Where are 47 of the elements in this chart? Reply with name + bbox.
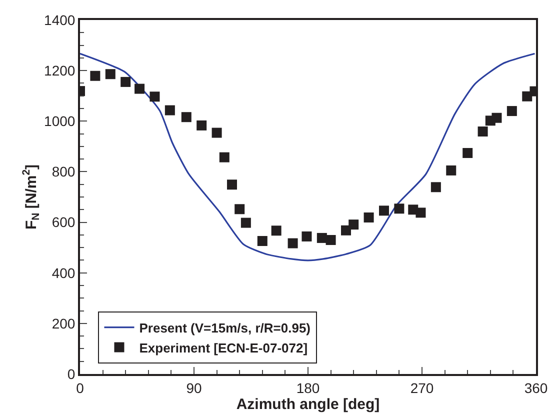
point: [394, 204, 404, 214]
point: [240, 218, 251, 228]
point: [416, 208, 426, 218]
legend-label: Present (V=15m/s, r/R=0.95): [139, 320, 311, 336]
point: [234, 204, 245, 214]
point: [196, 120, 207, 130]
point: [316, 232, 327, 243]
point: [212, 128, 222, 138]
point: [478, 126, 488, 137]
x-tick-label: 360: [524, 380, 548, 396]
y-tick-label: 200: [52, 315, 76, 332]
point: [348, 220, 359, 230]
point: [379, 206, 389, 216]
x-axis-title: Azimuth angle [deg]: [236, 396, 380, 413]
y-tick-label: 800: [52, 164, 76, 180]
point: [430, 182, 441, 192]
point: [164, 105, 175, 116]
x-tick-label: 180: [296, 380, 320, 396]
point: [341, 225, 351, 236]
y-tick-label: 1400: [44, 12, 76, 28]
y-tick-label: 0: [67, 366, 76, 382]
point: [288, 238, 298, 248]
point: [302, 231, 312, 242]
line-series: [80, 52, 536, 262]
point: [90, 70, 100, 81]
point: [257, 236, 268, 246]
x-tick-label: 90: [186, 380, 202, 396]
point: [446, 165, 456, 176]
point: [506, 106, 517, 116]
y-tick-label: 400: [52, 264, 76, 281]
point: [492, 112, 502, 123]
point: [271, 226, 282, 236]
y-tick-label: 1000: [44, 113, 76, 130]
x-tick-label: 270: [410, 380, 434, 396]
point: [364, 212, 374, 222]
y-tick-label: 600: [52, 214, 76, 230]
point: [120, 76, 131, 87]
point: [134, 84, 145, 94]
point: [105, 69, 116, 80]
point: [326, 234, 336, 245]
point: [150, 92, 160, 102]
point: [227, 180, 237, 190]
point: [462, 148, 473, 158]
point: [181, 112, 192, 122]
point: [219, 152, 230, 162]
legend-label: Experiment [ECN-E-07-072]: [139, 340, 308, 356]
y-tick-label: 1200: [44, 62, 76, 78]
